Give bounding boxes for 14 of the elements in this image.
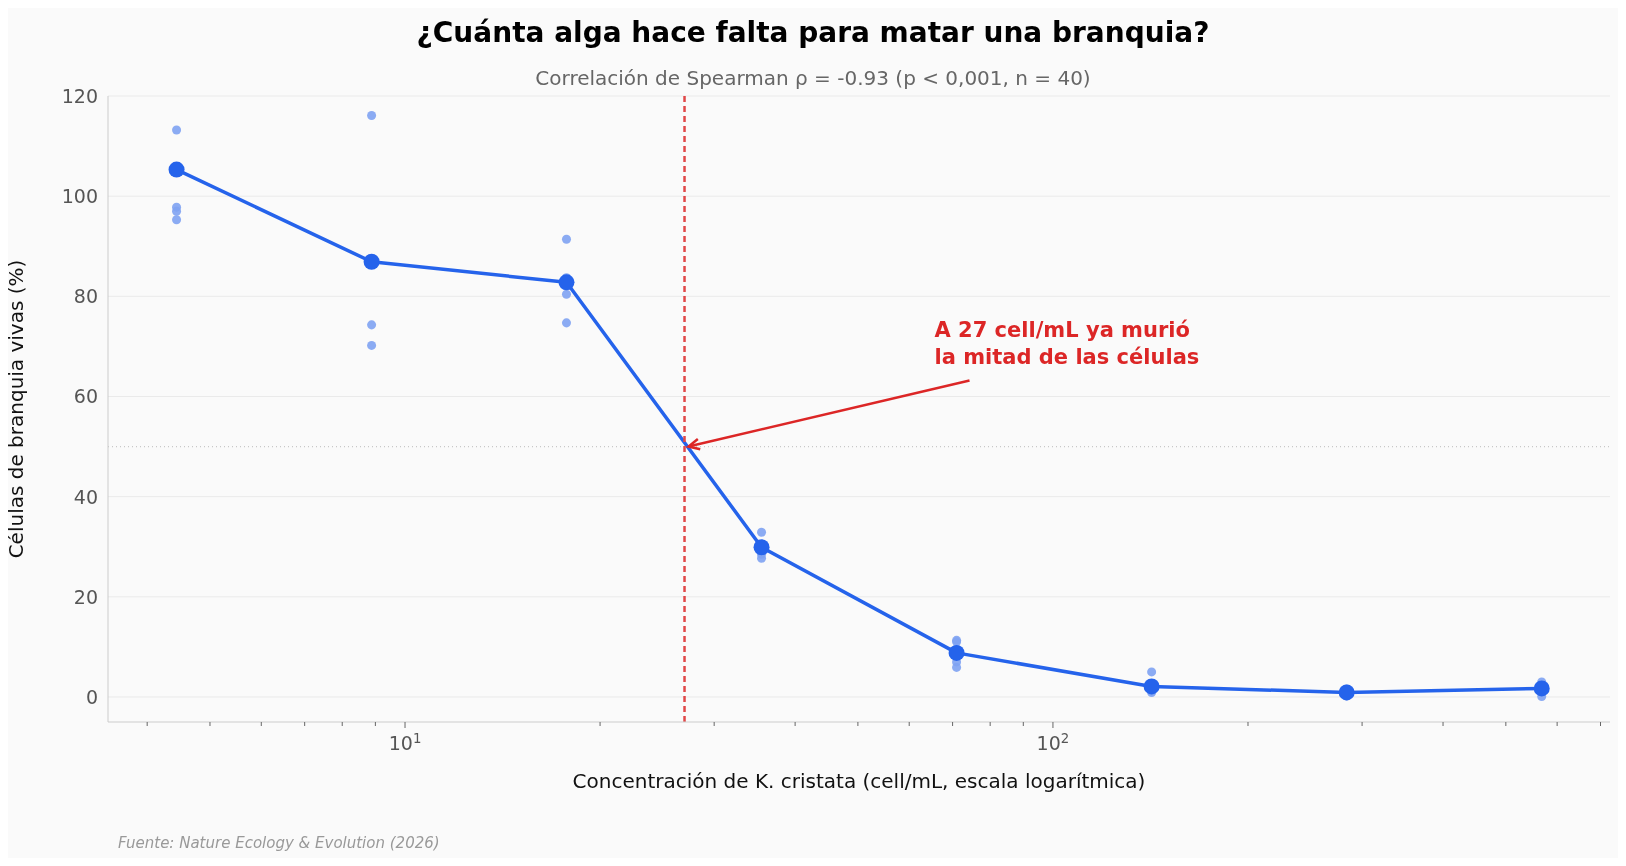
y-tick-label: 120: [61, 85, 98, 107]
y-tick-label: 100: [61, 185, 98, 208]
x-tick-label: 10$^{2}$: [1036, 730, 1070, 754]
y-tick-label: 80: [73, 285, 98, 308]
y-tick-label: 0: [85, 685, 98, 708]
x-axis-title: Concentración de K. cristata (cell/mL, escala logarítmica): [572, 769, 1146, 793]
y-tick-label: 60: [73, 385, 98, 408]
x-tick-label: 10$^{1}$: [388, 730, 422, 754]
y-tick-label: 40: [73, 485, 98, 508]
annotation: A 27 cell/mL ya murió la mitad de las células: [934, 317, 1200, 369]
chart-title: ¿Cuánta alga hace falta para matar una branquia?: [415, 16, 1211, 49]
source-note: Fuente: Nature Ecology & Evolution (2026): [118, 834, 440, 852]
y-tick-label: 20: [73, 585, 98, 608]
chart-subtitle: Correlación de Spearman ρ = -0.93 (p < 0,001, n = 40): [535, 66, 1091, 90]
